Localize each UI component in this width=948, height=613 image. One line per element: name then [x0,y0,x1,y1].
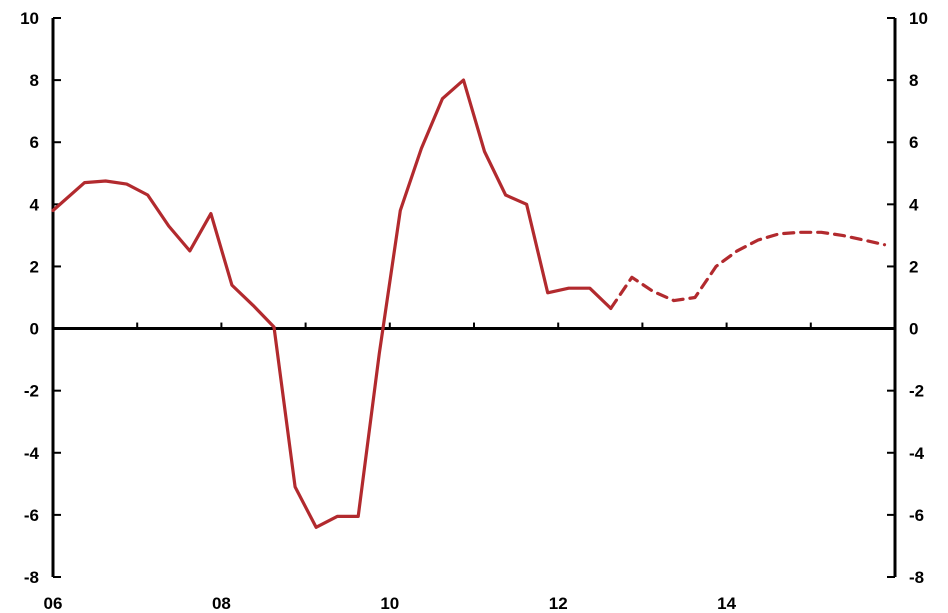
x-tick-label: 08 [212,594,231,613]
y-tick-label-right: -6 [909,506,924,525]
y-tick-label-left: -2 [24,382,39,401]
y-tick-label-right: -8 [909,568,924,587]
x-tick-label: 14 [717,594,736,613]
x-tick-label: 12 [549,594,568,613]
tick-labels: 10 10 8 8 6 6 4 4 2 2 0 0 -2 -2 -4 -4 -6 -6 -8 -8 06 08 10 12 14 [20,9,928,613]
y-tick-label-right: -4 [909,444,925,463]
y-tick-label-right: -2 [909,382,924,401]
y-tick-label-left: 0 [30,320,39,339]
x-tick-label: 06 [44,594,63,613]
x-tick-label: 10 [380,594,399,613]
axes [51,17,897,578]
y-tick-label-left: -8 [24,568,39,587]
series-line-dashed [609,230,887,310]
y-tick-label-right: 8 [909,71,918,90]
y-tick-label-right: 2 [909,257,918,276]
y-tick-label-right: 4 [909,195,919,214]
series-line-solid [51,78,613,529]
series-layer [51,78,887,529]
y-tick-label-right: 0 [909,320,918,339]
y-tick-label-left: 2 [30,257,39,276]
y-tick-label-left: 10 [20,9,39,28]
y-tick-label-left: -6 [24,506,39,525]
y-tick-label-right: 10 [909,9,928,28]
y-tick-label-right: 6 [909,133,918,152]
y-tick-label-left: 8 [30,71,39,90]
y-tick-label-left: -4 [24,444,40,463]
y-tick-label-left: 4 [30,195,40,214]
y-tick-label-left: 6 [30,133,39,152]
